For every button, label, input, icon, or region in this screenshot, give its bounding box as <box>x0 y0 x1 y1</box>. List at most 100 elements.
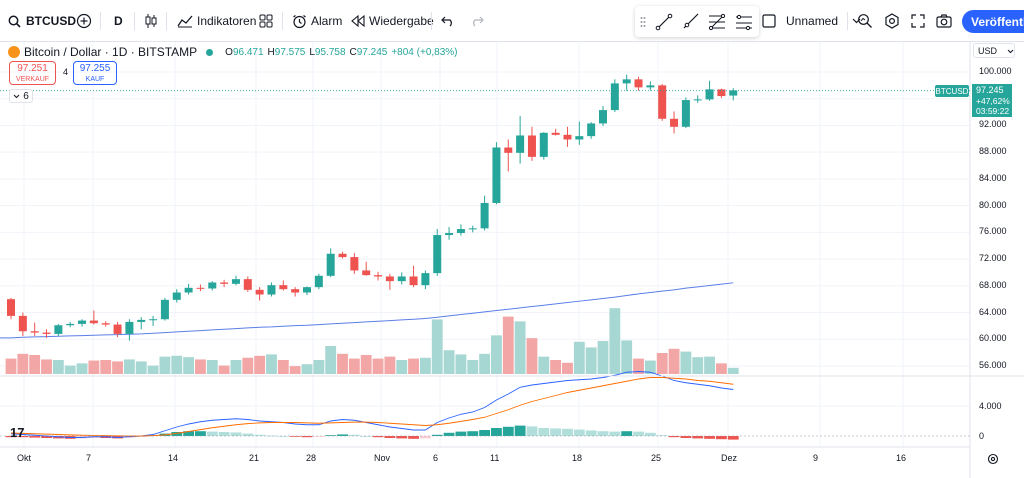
gear-icon <box>884 13 900 29</box>
macd-histogram-bar <box>692 436 704 439</box>
indicators-collapse-button[interactable]: 6 <box>9 89 33 103</box>
macd-histogram-bar <box>230 432 242 436</box>
volume-bar <box>254 355 266 374</box>
time-axis-label: Dez <box>721 453 738 463</box>
volume-bar <box>573 341 585 374</box>
redo-button[interactable] <box>470 9 484 33</box>
macd-histogram-bar <box>502 426 514 436</box>
macd-histogram-bar <box>573 429 585 436</box>
macd-histogram-bar <box>277 436 289 437</box>
camera-icon <box>936 14 952 28</box>
candle-body <box>255 289 264 295</box>
trend-line-icon[interactable] <box>655 13 673 36</box>
candle-body <box>587 123 596 137</box>
layout-name-dropdown[interactable]: Unnamed <box>786 9 861 33</box>
volume-bar <box>289 366 301 374</box>
fullscreen-button[interactable] <box>911 9 925 33</box>
chart-canvas[interactable] <box>0 42 1024 478</box>
candle-body <box>172 292 181 300</box>
macd-histogram-bar <box>704 436 715 439</box>
moving-average-layer <box>0 282 734 339</box>
bitcoin-logo-icon <box>8 46 20 58</box>
chart-type-button[interactable] <box>144 9 158 33</box>
candle-body <box>705 89 714 100</box>
candle-body <box>184 287 193 293</box>
replay-button[interactable]: Wiedergabe <box>351 9 434 33</box>
ohlc-open-label: O <box>225 46 233 58</box>
volume-bar <box>455 354 467 374</box>
layout-toggle[interactable] <box>762 9 776 33</box>
rewind-icon <box>351 15 365 27</box>
symbol-search[interactable]: BTCUSD <box>8 9 76 33</box>
fullscreen-icon <box>911 14 925 28</box>
macd-histogram-bar <box>597 431 609 436</box>
last-price-tag: 97.245 +47,62% 03:59:22 <box>972 84 1012 117</box>
macd-histogram-bar <box>195 431 206 436</box>
volume-bar <box>715 363 727 374</box>
candle-body <box>575 136 584 140</box>
replay-label: Wiedergabe <box>369 14 434 28</box>
buy-button[interactable]: 97.255 KAUF <box>73 61 117 85</box>
currency-label: USD <box>978 45 998 56</box>
volume-layer <box>5 308 739 374</box>
time-axis-label: 18 <box>572 453 583 463</box>
volume-bar <box>29 354 41 374</box>
candle <box>243 276 252 292</box>
candle-body <box>208 282 217 289</box>
ohlc-change: +804 (+0,83%) <box>391 46 458 58</box>
quick-search-button[interactable] <box>857 9 873 33</box>
candles-layer <box>7 74 738 341</box>
price-axis-label: 88.000 <box>979 146 1007 157</box>
volume-bar <box>621 340 633 374</box>
search-icon <box>8 15 21 28</box>
fib-retracement-icon[interactable] <box>708 13 726 36</box>
macd-histogram-bar <box>455 431 467 436</box>
candle <box>670 111 679 134</box>
macd-histogram-bar <box>337 434 348 436</box>
publish-button[interactable]: Veröffentli <box>962 10 1024 33</box>
ray-line-icon[interactable] <box>681 13 699 36</box>
macd-histogram-bar <box>171 432 183 436</box>
toolbar-divider <box>431 12 432 30</box>
volume-bar <box>597 340 609 374</box>
time-axis-label: 9 <box>813 453 819 463</box>
ohlc-close: 97.245 <box>356 46 388 58</box>
compare-symbol-button[interactable] <box>76 9 92 33</box>
candle <box>658 84 667 121</box>
time-axis-settings-button[interactable] <box>987 452 999 470</box>
time-axis-label: Nov <box>374 453 391 463</box>
candle-body <box>7 299 15 316</box>
snapshot-button[interactable] <box>936 9 952 33</box>
currency-dropdown[interactable]: USD <box>973 43 1015 58</box>
volume-bar <box>526 338 538 374</box>
osc-label-zero: 0 <box>979 431 985 441</box>
settings-button[interactable] <box>884 9 900 33</box>
candle-body <box>89 320 98 324</box>
candle-body <box>326 253 335 276</box>
templates-button[interactable] <box>259 9 273 33</box>
volume-bar <box>727 367 739 374</box>
candle-body <box>551 132 560 135</box>
interval-button[interactable]: D <box>114 9 123 33</box>
undo-button[interactable] <box>441 9 455 33</box>
drag-handle-icon[interactable] <box>640 15 646 33</box>
volume-bar <box>135 361 147 374</box>
alarm-button[interactable]: Alarm <box>292 9 342 33</box>
candle-body <box>693 99 702 101</box>
candle <box>137 317 146 330</box>
parallel-channel-icon[interactable] <box>735 13 753 36</box>
volume-bar <box>443 350 455 374</box>
time-axis-label: 11 <box>490 453 500 463</box>
candle-body <box>433 235 442 274</box>
volume-bar <box>159 356 171 374</box>
sell-button[interactable]: 97.251 VERKAUF <box>9 61 56 85</box>
toolbar-divider <box>847 12 848 30</box>
macd-histogram-bar <box>313 436 325 437</box>
candle-body <box>137 319 146 322</box>
volume-bar <box>5 358 17 374</box>
candle <box>267 282 276 297</box>
candle <box>468 225 477 233</box>
volume-bar <box>206 360 218 374</box>
indicators-button[interactable]: Indikatoren <box>177 9 256 33</box>
volume-bar <box>183 357 195 374</box>
